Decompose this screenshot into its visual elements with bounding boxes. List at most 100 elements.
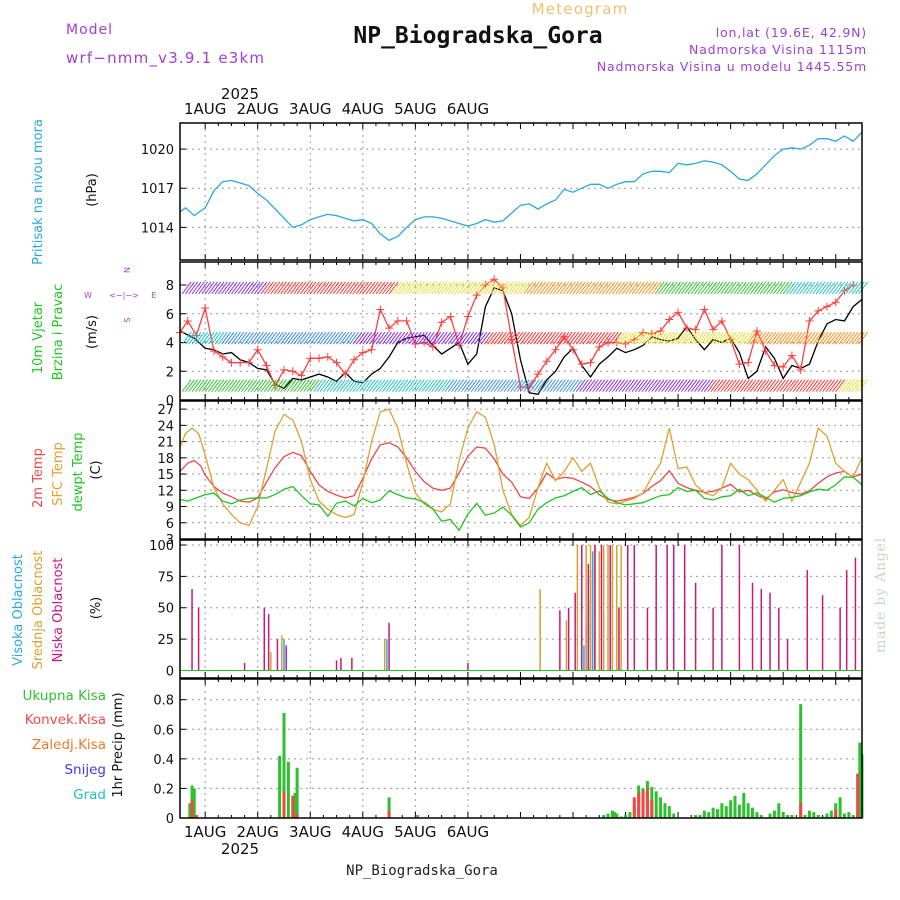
wind-direction-arrow [375,379,386,392]
ukupna-kisa-bar [416,815,420,818]
wind-direction-arrow [411,281,422,295]
gust-marker [787,351,796,360]
wind-direction-arrow [838,281,849,295]
wind-direction-arrow [388,379,399,392]
gust-marker [288,367,297,376]
gust-marker [262,361,271,370]
wind-direction-arrow [848,331,859,345]
wind-direction-arrow [671,331,681,345]
wind-direction-arrow [257,281,268,295]
wind-direction-arrow [661,281,672,295]
wind-direction-arrow [309,281,320,295]
wind-direction-arrow [638,331,649,345]
wind-direction-arrow [552,379,563,392]
srednja-oblacnost-bar [598,551,601,671]
wind-direction-arrow [408,379,419,392]
wind-direction-arrow [621,379,632,392]
wind-direction-arrow [841,331,852,345]
wind-direction-arrow [717,379,727,392]
wind-direction-arrow [500,281,511,295]
ytick-label: 3 [166,533,174,548]
wind-direction-arrow [316,379,327,392]
wind-direction-arrow [244,379,254,392]
wind-direction-arrow [474,331,484,345]
konvek-kisa-bar [194,815,198,818]
wind-direction-arrow [273,379,284,392]
ukupna-kisa-bar [858,742,862,818]
niska-oblacnost-bar [574,592,576,671]
wind-direction-arrow [221,281,231,295]
wind-direction-arrow [454,281,465,295]
gust-marker [665,315,674,324]
niska-oblacnost-bar [263,607,266,671]
niska-oblacnost-bar [267,614,270,671]
wind-direction-arrow [345,379,356,392]
wind-direction-arrow [444,379,455,392]
ytick-label: 1014 [141,221,174,236]
wind-direction-arrow [217,331,228,345]
wind-direction-arrow [680,331,691,345]
wind-direction-arrow [378,379,389,392]
wind-direction-arrow [441,281,452,295]
niska-oblacnost-bar [683,545,686,671]
gust-marker [428,342,437,351]
wind-direction-arrow [582,379,593,392]
wind-direction-arrow [280,281,291,295]
wind-unit: (m/s) [85,315,100,349]
ytick-label: 21 [157,436,174,451]
wind-direction-arrow [667,379,678,392]
wind-direction-arrow [763,331,773,345]
wind-direction-arrow [204,331,215,345]
niska-oblacnost-bar [581,545,583,671]
wind-direction-arrow [858,379,869,392]
wind-direction-arrow [759,379,770,392]
model-elevation-label: Nadmorska Visina u modelu 1445.55m [597,59,867,74]
wind-direction-arrow [244,331,254,345]
gust-marker [183,316,192,325]
wind-direction-arrow [723,379,734,392]
day-labels-top: 1AUG 2AUG 3AUG 4AUG 5AUG 6AUG [184,100,489,118]
gust-marker [735,360,744,369]
wind-direction-arrow [680,379,691,392]
wind-direction-arrow [736,331,747,345]
wind-direction-arrow [812,281,823,295]
niska-oblacnost-bar [340,657,342,671]
wind-direction-arrow [408,331,419,345]
wind-direction-arrow [273,331,284,345]
ukupna-kisa-bar [733,795,737,818]
wind-direction-arrow [510,331,521,345]
pressure-plot: 1014 1017 1020 [141,122,863,261]
wind-direction-arrow [385,379,396,392]
gust-marker [796,365,805,374]
wind-direction-arrow [395,281,406,295]
wind-direction-arrow [799,331,810,345]
wind-direction-arrow [247,331,258,345]
wind-ylabel-1: 10m Vjetar [31,301,46,374]
wind-direction-arrow [194,379,205,392]
niska-oblacnost-bar [609,545,611,671]
wind-direction-arrow [441,331,452,345]
day-label-top: 1AUG [184,100,226,118]
wind-direction-arrow [733,281,744,295]
wind-direction-arrow [818,281,829,295]
wind-direction-arrow [451,379,461,392]
wind-direction-arrow [786,281,796,295]
srednja-oblacnost-bar [616,545,618,671]
gust-marker [691,325,700,334]
wind-direction-arrow [759,281,770,295]
wind-direction-arrow [513,331,524,345]
wind-direction-arrow [342,281,353,295]
wind-direction-arrow [506,379,517,392]
wind-direction-arrow [231,331,241,345]
day-labels-bottom: 1AUG 2AUG 3AUG 4AUG 5AUG 6AUG [184,823,489,841]
konvek-kisa-bar [645,788,649,818]
wind-direction-arrow [621,331,632,345]
wind-direction-arrow [566,331,576,345]
konvek-kisa-bar [632,797,636,818]
wind-direction-arrow [467,331,478,345]
wind-direction-arrow [382,379,392,392]
wind-direction-arrow [756,379,767,392]
gust-marker [393,316,402,325]
wind-direction-arrow [549,281,560,295]
ukupna-kisa-bar [654,791,658,818]
